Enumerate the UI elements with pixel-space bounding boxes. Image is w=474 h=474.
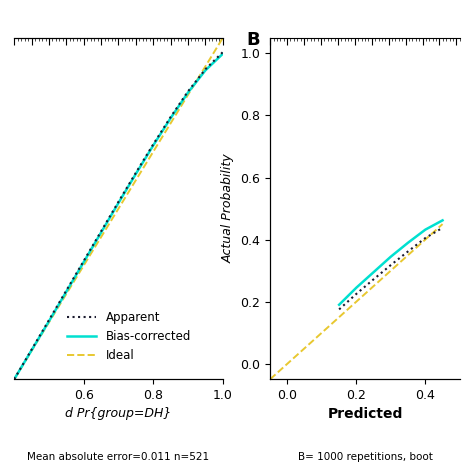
Text: Mean absolute error=0.011 n=521: Mean absolute error=0.011 n=521 — [27, 452, 210, 462]
Legend: Apparent, Bias-corrected, Ideal: Apparent, Bias-corrected, Ideal — [62, 306, 196, 366]
X-axis label: d Pr{group=DH}: d Pr{group=DH} — [65, 408, 172, 420]
Text: B: B — [246, 31, 260, 49]
Text: B= 1000 repetitions, boot: B= 1000 repetitions, boot — [298, 452, 432, 462]
X-axis label: Predicted: Predicted — [327, 408, 403, 421]
Y-axis label: Actual Probability: Actual Probability — [222, 154, 235, 264]
